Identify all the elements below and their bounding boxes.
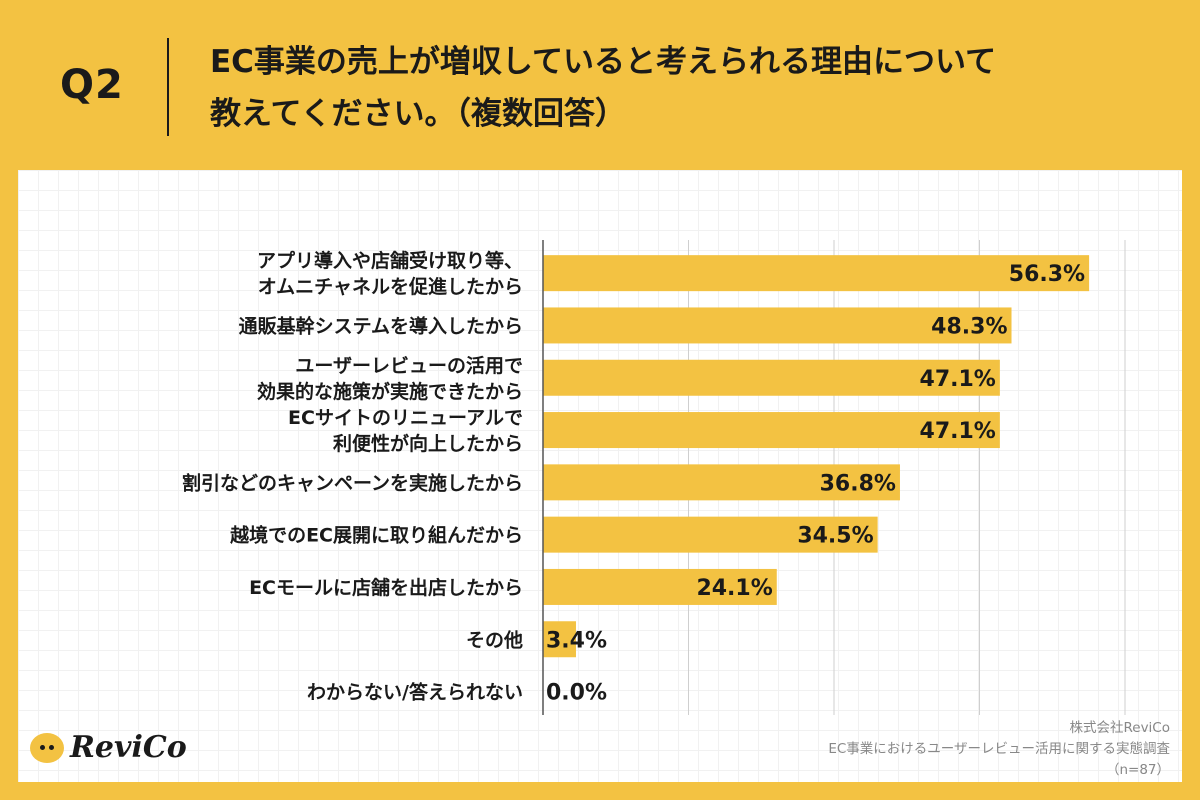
category-label: 利便性が向上したから	[333, 432, 523, 455]
category-label: わからない/答えられない	[307, 681, 523, 704]
bar-value-label: 36.8%	[820, 471, 896, 496]
revico-logo: ReviCo	[30, 730, 187, 765]
bar	[543, 307, 1012, 344]
bar	[543, 412, 1000, 449]
logo-text: ReviCo	[70, 730, 187, 765]
header-divider	[167, 38, 169, 136]
bar-value-label: 34.5%	[797, 524, 873, 549]
category-label: ECサイトのリニューアルで	[288, 407, 523, 429]
category-label: 効果的な施策が実施できたから	[257, 380, 523, 403]
bar	[543, 568, 777, 605]
footer-survey-title: EC事業におけるユーザーレビュー活用に関する実態調査	[828, 741, 1170, 757]
chart-panel: 56.3% アプリ導入や店舗受け取り等、 オムニチャネルを促進したから 48.3% 通販…	[18, 170, 1182, 782]
bar-value-label: 0.0%	[546, 681, 607, 706]
question-number: Q2	[60, 62, 124, 108]
category-label: アプリ導入や店舗受け取り等、	[257, 249, 523, 272]
question-text: EC事業の売上が増収していると考えられる理由について 教えてください。（複数回答…	[210, 36, 1170, 140]
bar	[543, 516, 878, 553]
category-label: 通販基幹システムを導入したから	[239, 314, 523, 337]
bar	[543, 359, 1000, 396]
footer-company: 株式会社ReviCo	[1069, 720, 1170, 736]
category-label: オムニチャネルを促進したから	[258, 275, 523, 298]
bar	[543, 255, 1090, 292]
question-line-2: 教えてください。（複数回答）	[210, 96, 627, 132]
bar-value-label: 3.4%	[546, 628, 607, 653]
speech-bubble-face-icon	[30, 732, 64, 763]
footer-sample-size: （n=87）	[1105, 762, 1170, 778]
source-footer: 株式会社ReviCo EC事業におけるユーザーレビュー活用に関する実態調査 （n…	[828, 718, 1170, 781]
category-label: ユーザーレビューの活用で	[295, 354, 523, 377]
category-label: その他	[466, 628, 523, 651]
category-label: ECモールに店舗を出店したから	[249, 576, 523, 599]
bar-chart: 56.3% アプリ導入や店舗受け取り等、オムニチャネルを促進したから 48.3% 通販…	[182, 240, 1126, 715]
question-header: Q2 EC事業の売上が増収していると考えられる理由について 教えてください。（複…	[0, 0, 1200, 170]
bar	[543, 464, 900, 501]
bar-value-label: 24.1%	[696, 576, 772, 601]
question-line-1: EC事業の売上が増収していると考えられる理由について	[210, 44, 997, 80]
category-label: 越境でのEC展開に取り組んだから	[229, 524, 523, 547]
category-label: 割引などのキャンペーンを実施したから	[182, 471, 523, 494]
bar-value-label: 47.1%	[920, 419, 996, 444]
bar-value-label: 56.3%	[1009, 262, 1085, 287]
bar-value-label: 48.3%	[931, 314, 1007, 339]
bar-value-label: 47.1%	[920, 367, 996, 392]
bar	[543, 621, 576, 658]
